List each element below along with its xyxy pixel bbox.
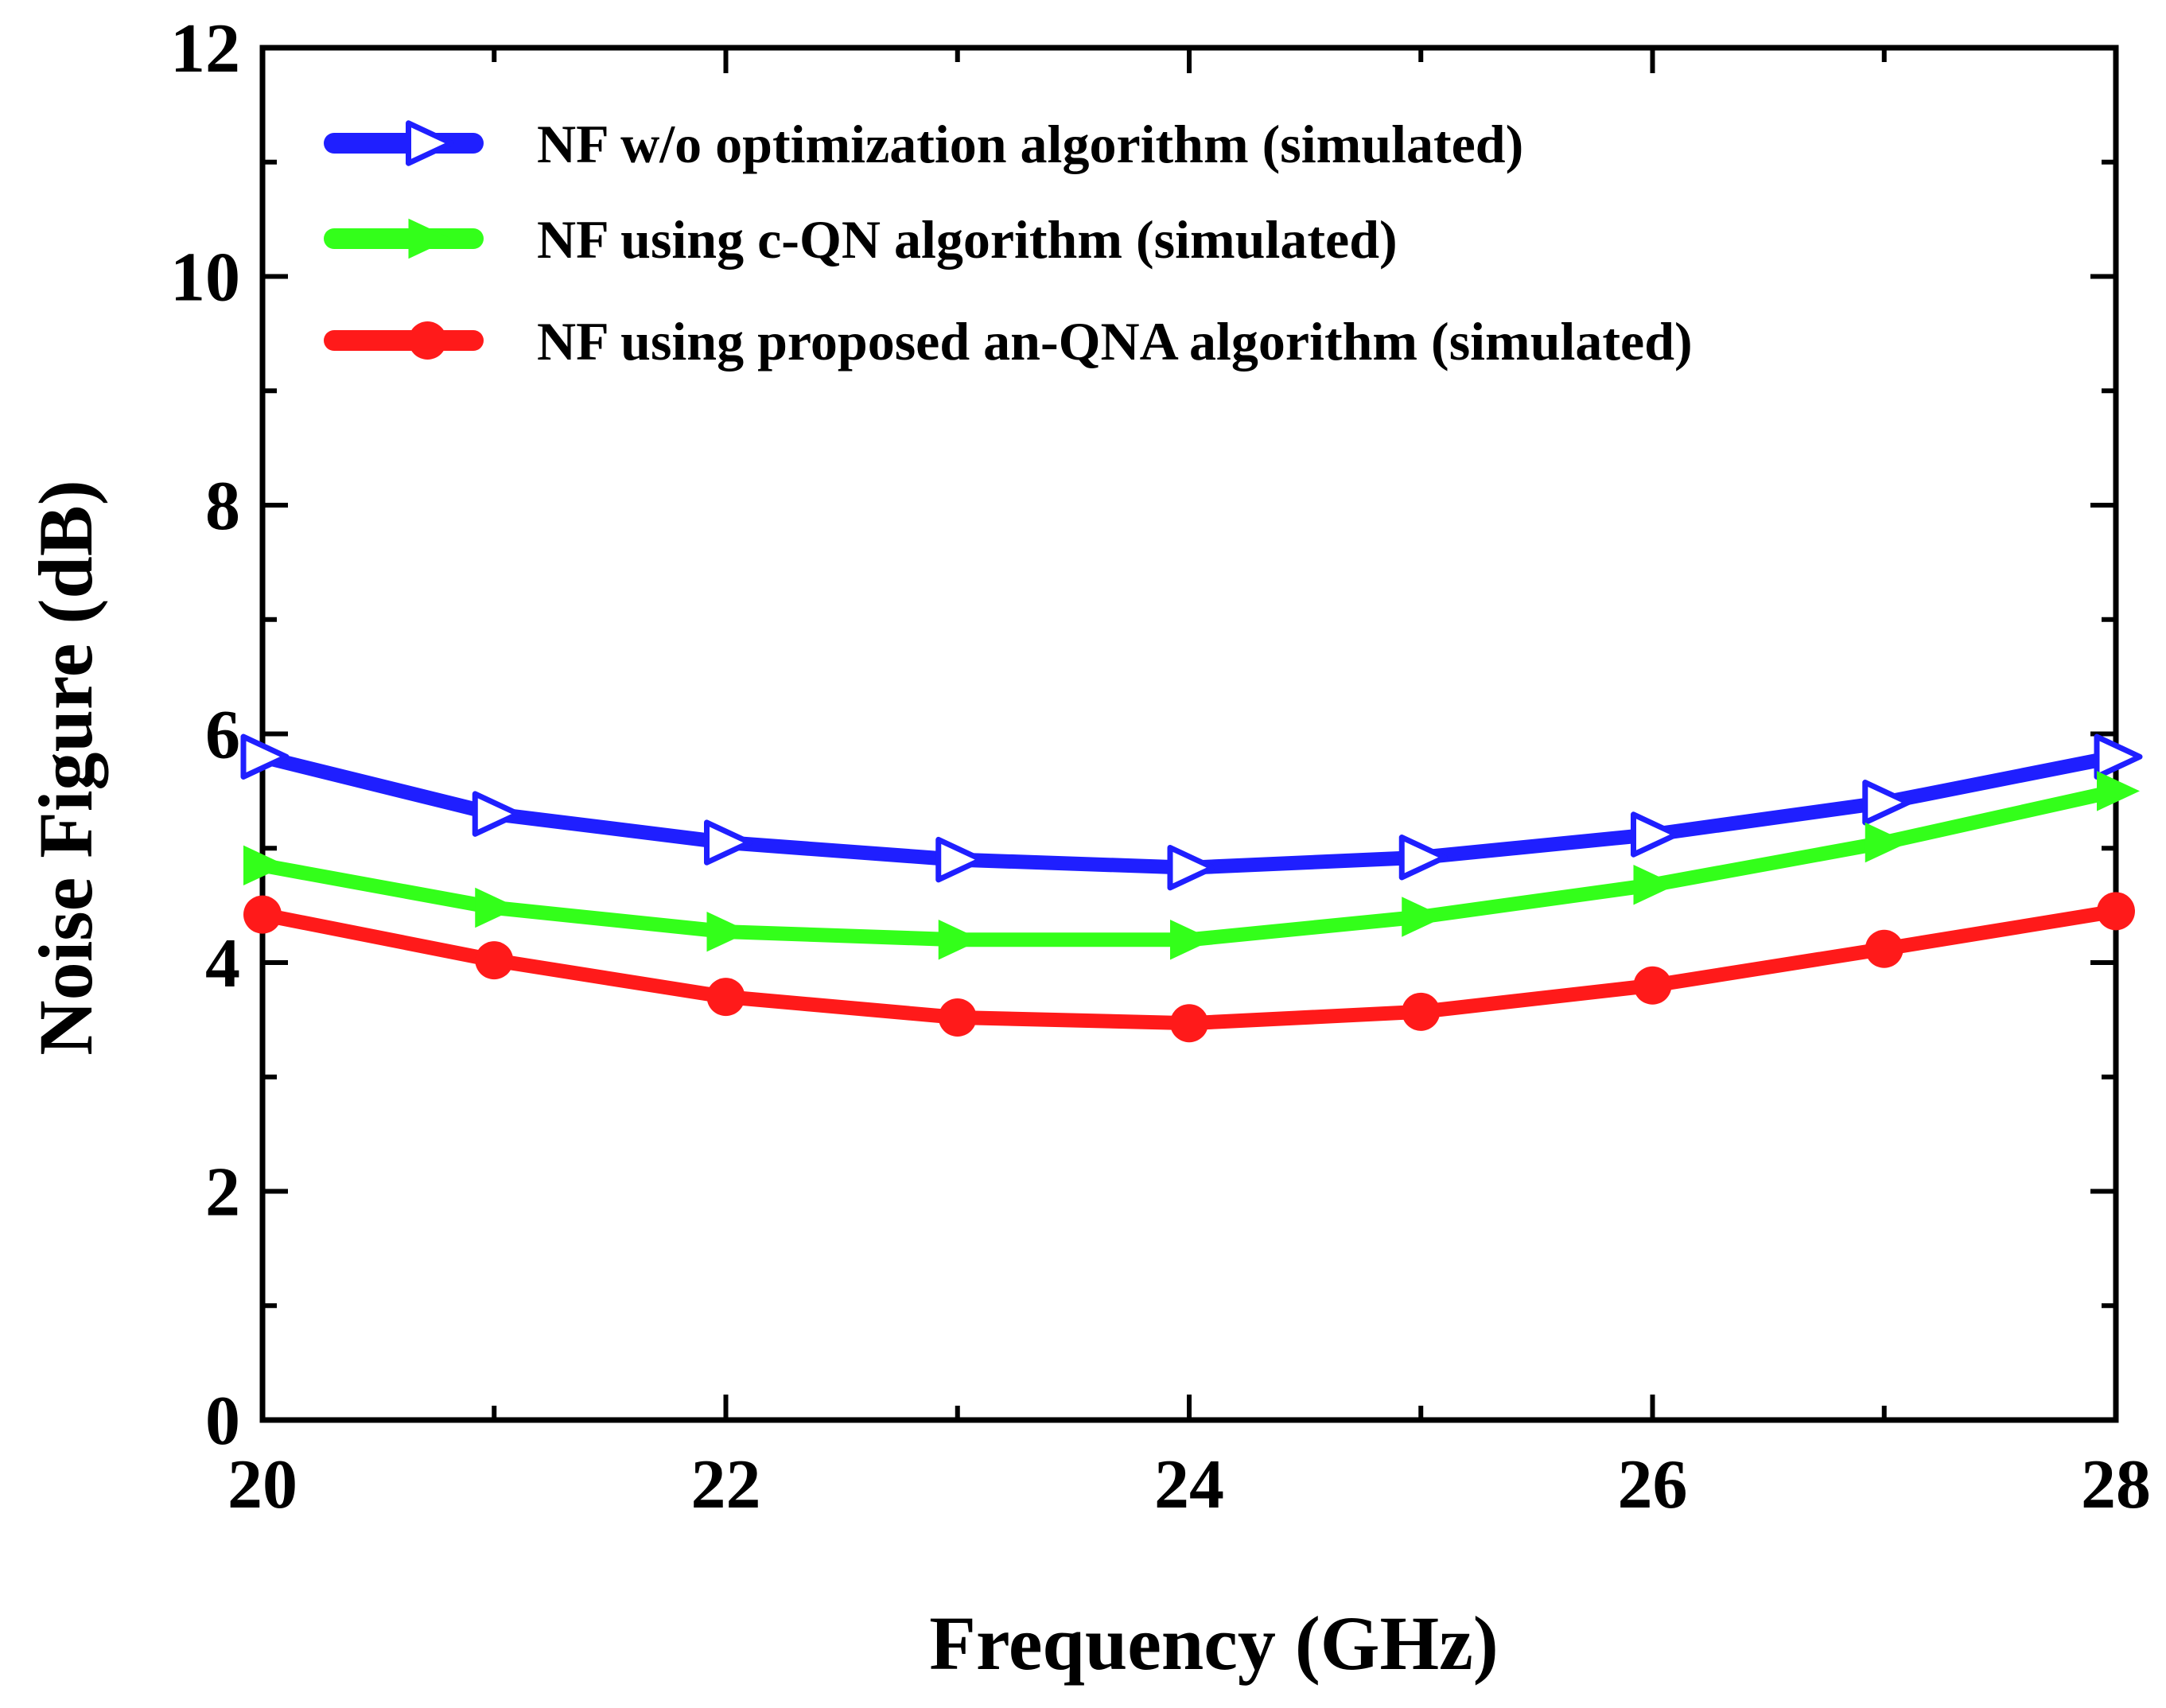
data-point [1633,865,1677,905]
legend-label: NF using c-QN algorithm (simulated) [537,209,1398,270]
data-point [1170,920,1213,960]
data-point [1631,811,1679,858]
y-tick-label: 12 [170,10,240,88]
y-tick-label: 10 [170,239,240,317]
data-point [938,998,977,1037]
legend-swatch-marker [408,218,452,259]
data-point [472,791,521,837]
data-point [2097,892,2135,931]
data-point [243,845,286,886]
y-tick-label: 8 [205,468,240,545]
x-tick-label: 28 [2081,1446,2151,1523]
legend-item: NF using proposed an-QNA algorithm (simu… [324,311,1693,372]
data-point [706,911,750,952]
legend-swatch-marker [408,321,447,360]
data-point [1402,992,1441,1031]
x-tick-label: 22 [691,1446,761,1523]
data-point [935,836,985,883]
legend-label: NF w/o optimization algorithm (simulated… [537,114,1523,174]
data-point [2094,733,2143,780]
data-point [1862,780,1911,826]
data-point [475,941,514,980]
y-tick-label: 0 [205,1383,240,1460]
data-point [1865,929,1904,968]
data-point [704,819,752,866]
legend-label: NF using proposed an-QNA algorithm (simu… [537,311,1693,372]
y-axis-title: Noise Figure (dB) [23,480,108,1056]
x-tick-label: 24 [1154,1446,1224,1523]
y-tick-label: 4 [205,925,240,1002]
x-tick-label: 26 [1618,1446,1688,1523]
series-2 [243,771,2140,960]
data-point [1170,1004,1208,1043]
data-point [1633,966,1672,1005]
legend-swatch-marker [406,120,454,166]
data-point [1865,822,1908,863]
data-point [1402,897,1445,937]
legend-item: NF using c-QN algorithm (simulated) [324,209,1398,270]
data-point [1398,835,1448,881]
data-point [1167,844,1216,891]
data-point [706,978,745,1017]
data-point [475,887,519,928]
data-point [938,920,982,960]
legend-item: NF w/o optimization algorithm (simulated… [324,114,1523,174]
series-layer [240,733,2143,1043]
x-tick-label: 20 [227,1446,297,1523]
data-point [2097,771,2140,811]
series-3 [243,892,2135,1043]
data-point [240,733,290,780]
data-point [243,895,282,934]
y-tick-label: 2 [205,1154,240,1231]
y-tick-label: 6 [205,697,240,774]
x-axis-title: Frequency (GHz) [929,1601,1498,1686]
series-1 [240,733,2143,891]
legend: NF w/o optimization algorithm (simulated… [324,114,1693,372]
